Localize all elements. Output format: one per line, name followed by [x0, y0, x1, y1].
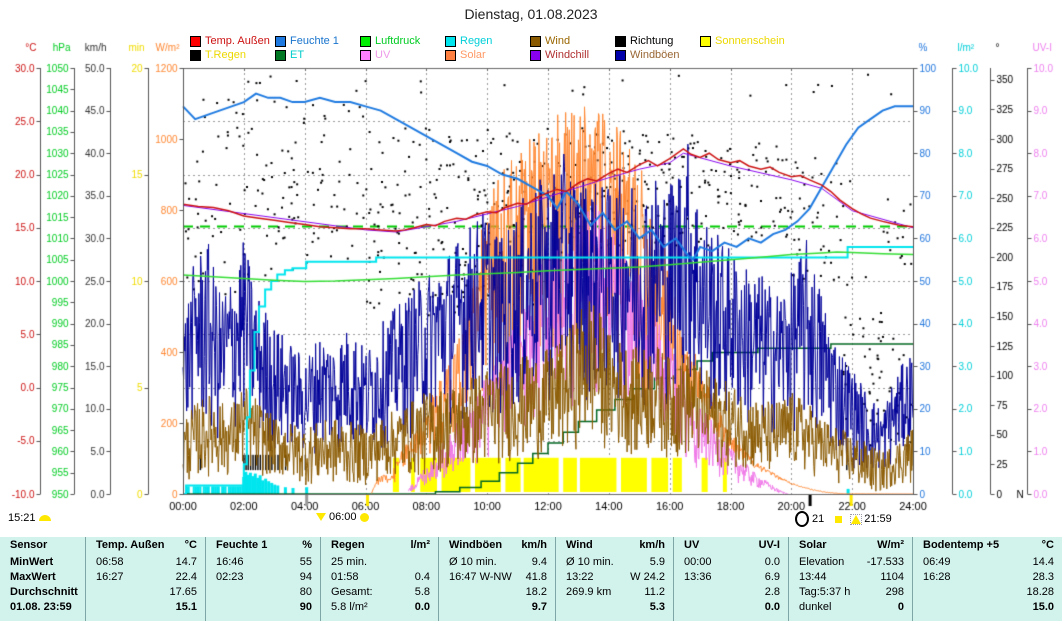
table-cell-value: 28.3: [1032, 571, 1054, 583]
table-cell-label: UV: [684, 539, 700, 551]
table-cell-label: Temp. Außen: [96, 539, 165, 551]
table-cell-label: Bodentemp +5: [923, 539, 1000, 551]
table-cell-value: 9.7: [531, 601, 547, 613]
table-cell-value: 41.8: [525, 571, 547, 583]
table-cell-value: -17.533: [866, 556, 904, 568]
sunrise-time-label: 06:00: [329, 511, 357, 523]
table-cell-value: 18.28: [1026, 586, 1054, 598]
table-cell-label: Durchschnitt: [10, 586, 78, 598]
table-cell-label: Solar: [799, 539, 827, 551]
table-cell-label: 13:22: [566, 571, 594, 583]
table-cell-value: km/h: [521, 539, 547, 551]
table-cell-value: UV-I: [758, 539, 780, 551]
table-cell-value: 0.4: [414, 571, 430, 583]
table-cell-value: 5.3: [649, 601, 665, 613]
table-cell-value: 22.4: [175, 571, 197, 583]
sunshine-square-icon: [835, 515, 843, 523]
table-cell-value: 15.0: [1032, 601, 1054, 613]
table-cell-label: Regen: [331, 539, 365, 551]
table-cell-value: %: [302, 539, 312, 551]
table-cell-label: 06:49: [923, 556, 951, 568]
table-cell-label: 5.8 l/m²: [331, 601, 368, 613]
table-cell-value: 90: [299, 601, 312, 613]
table-col-uv: UV UV-I 00:00 0.0 13:36 6.9 2.8 0.0: [673, 537, 788, 621]
moon-icon: [795, 511, 809, 527]
sun-time-left-label: 15:21: [8, 512, 36, 524]
table-cell-value: km/h: [639, 539, 665, 551]
table-col-wind: Wind km/h Ø 10 min. 5.9 13:22 W 24.2 269.9 km 1…: [555, 537, 673, 621]
table-cell-label: Gesamt:: [331, 586, 373, 598]
table-cell-value: 55: [299, 556, 312, 568]
sunset-time-label: 21:59: [864, 513, 892, 525]
table-cell-label: dunkel: [799, 601, 832, 613]
table-cell-label: 16:46: [216, 556, 244, 568]
table-cell-label: 16:47 W-NW: [449, 571, 512, 583]
table-cell-value: 9.4: [531, 556, 547, 568]
table-cell-value: 15.1: [175, 601, 197, 613]
table-col-temp-au-en: Temp. Außen °C 06:58 14.7 16:27 22.4 17.65 15.1: [85, 537, 205, 621]
page-title: Dienstag, 01.08.2023: [464, 6, 598, 22]
arrow-up-icon: [850, 513, 863, 525]
table-cell-value: 5.8: [414, 586, 430, 598]
arrow-down-icon: [316, 513, 326, 521]
table-cell-value: 14.7: [175, 556, 197, 568]
table-cell-label: Windböen: [449, 539, 503, 551]
table-col-solar: Solar W/m² Elevation -17.533 13:44 1104 Tag:5:…: [788, 537, 912, 621]
table-cell-value: 0.0: [414, 601, 430, 613]
table-cell-label: Elevation: [799, 556, 845, 568]
statistics-table: Sensor MinWert MaxWert Durchschnitt 01.08. 2…: [0, 537, 1062, 621]
table-cell-label: Sensor: [10, 539, 48, 551]
table-cell-label: Wind: [566, 539, 593, 551]
table-cell-value: 11.2: [644, 586, 665, 598]
table-cell-value: 2.8: [764, 586, 780, 598]
chart-canvas: [0, 30, 1062, 530]
sun-time-marker-left: 15:21: [8, 512, 51, 524]
table-cell-label: 269.9 km: [566, 586, 612, 598]
table-cell-value: 94: [299, 571, 312, 583]
table-cell-label: 00:00: [684, 556, 712, 568]
table-col-sensor: Sensor MinWert MaxWert Durchschnitt 01.08. 2…: [0, 537, 85, 621]
table-col-regen: Regen l/m² 25 min. 01:58 0.4 Gesamt: 5.8 5.8 l/…: [320, 537, 438, 621]
table-cell-value: W/m²: [877, 539, 904, 551]
table-col-windb-en: Windböen km/h Ø 10 min. 9.4 16:47 W-NW 41.8 18…: [438, 537, 555, 621]
moon-label: 21: [812, 513, 825, 525]
table-cell-label: 01:58: [331, 571, 359, 583]
table-cell-value: 80: [299, 586, 312, 598]
table-cell-value: 14.4: [1032, 556, 1054, 568]
sunrise-marker: 06:00: [316, 511, 369, 523]
table-cell-label: 16:28: [923, 571, 951, 583]
table-cell-label: Tag:5:37 h: [799, 586, 851, 598]
table-cell-label: 02:23: [216, 571, 244, 583]
table-cell-value: l/m²: [410, 539, 430, 551]
table-cell-value: 0.0: [764, 601, 780, 613]
table-cell-value: 6.9: [764, 571, 780, 583]
table-cell-label: 13:36: [684, 571, 712, 583]
table-cell-value: 18.2: [525, 586, 547, 598]
table-cell-value: W 24.2: [630, 571, 665, 583]
table-cell-value: 17.65: [169, 586, 197, 598]
table-cell-label: 01.08. 23:59: [10, 601, 72, 613]
table-cell-value: 0.0: [764, 556, 780, 568]
table-cell-label: MinWert: [10, 556, 54, 568]
table-cell-label: 16:27: [96, 571, 124, 583]
table-cell-label: 25 min.: [331, 556, 368, 568]
table-cell-label: 13:44: [799, 571, 827, 583]
table-cell-value: 298: [885, 586, 904, 598]
table-cell-value: °C: [184, 539, 197, 551]
table-cell-value: 5.9: [649, 556, 665, 568]
sun-icon: [359, 512, 369, 522]
table-cell-label: Feuchte 1: [216, 539, 268, 551]
table-cell-label: MaxWert: [10, 571, 56, 583]
table-col-feuchte-1: Feuchte 1% 16:46 55 02:23 94 80 90: [205, 537, 320, 621]
moon-sunset-marker: 21 21:59: [795, 511, 892, 527]
table-cell-value: °C: [1041, 539, 1054, 551]
table-col-bodentemp-5: Bodentemp +5 °C 06:49 14.4 16:28 28.3 18.28 15.…: [912, 537, 1062, 621]
table-cell-label: Ø 10 min.: [566, 556, 614, 568]
half-sun-icon: [38, 515, 51, 521]
table-cell-label: Ø 10 min.: [449, 556, 497, 568]
table-cell-value: 0: [897, 601, 904, 613]
table-cell-value: 1104: [880, 571, 904, 583]
table-cell-label: 06:58: [96, 556, 124, 568]
